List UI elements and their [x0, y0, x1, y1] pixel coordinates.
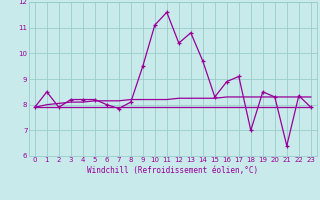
- X-axis label: Windchill (Refroidissement éolien,°C): Windchill (Refroidissement éolien,°C): [87, 166, 258, 175]
